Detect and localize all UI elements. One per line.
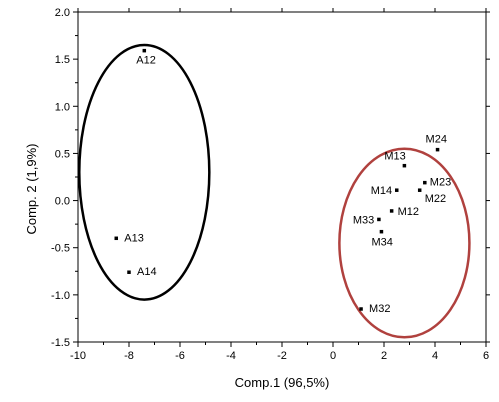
x-tick-label: -2 <box>277 350 287 362</box>
point-m24 <box>435 147 440 152</box>
point-m22 <box>417 188 422 192</box>
point-label-m24: M24 <box>426 134 447 146</box>
x-tick-label: 0 <box>330 350 336 362</box>
x-tick-label: 4 <box>432 350 438 362</box>
axes: -10 -8 -6 -4 -2 0 2 4 6 -1.5 -1.0 -0.5 0.0 0.5 1.0 1.5 2… <box>51 7 490 362</box>
y-tick-label: -1.0 <box>51 290 70 302</box>
point-a12 <box>142 48 147 53</box>
y-tick-label: 0.5 <box>55 148 70 160</box>
point-label-m32: M32 <box>369 303 390 315</box>
point-label-a14: A14 <box>137 266 157 278</box>
point-m13 <box>402 163 407 168</box>
y-tick-label: -1.5 <box>51 337 70 349</box>
point-label-m22: M22 <box>425 193 446 205</box>
x-tick-label: -10 <box>70 350 86 362</box>
y-axis-title: Comp. 2 (1,9%) <box>24 143 39 234</box>
x-tick-label: 2 <box>381 350 387 362</box>
point-m14 <box>395 188 399 192</box>
point-label-m14: M14 <box>371 185 392 197</box>
group-ellipses <box>78 43 471 339</box>
point-label-m13: M13 <box>384 151 405 163</box>
x-tick-label: -8 <box>124 350 134 362</box>
data-points: A12 A13 A14 M24 M13 M23 M14 M22 M12 M33 M34 M32 <box>114 48 451 315</box>
point-a13 <box>114 236 118 241</box>
point-label-a13: A13 <box>124 232 144 244</box>
point-m23 <box>423 180 427 185</box>
point-m33 <box>377 217 381 222</box>
group-ellipse-2 <box>338 147 471 339</box>
point-label-m12: M12 <box>398 206 419 218</box>
x-axis-title: Comp.1 (96,5%) <box>235 375 330 390</box>
x-tick-label: -4 <box>226 350 236 362</box>
y-tick-label: 0.0 <box>55 196 70 208</box>
point-label-m23: M23 <box>430 177 451 189</box>
point-label-m33: M33 <box>353 214 374 226</box>
point-m34 <box>379 229 384 234</box>
x-tick-label: 6 <box>483 350 489 362</box>
x-tick-label: -6 <box>175 350 185 362</box>
y-tick-label: -0.5 <box>51 243 70 255</box>
point-m32 <box>359 307 363 311</box>
point-label-a12: A12 <box>136 55 156 67</box>
y-tick-label: 1.5 <box>55 54 70 66</box>
point-label-m34: M34 <box>371 237 392 249</box>
group-ellipse-1 <box>78 43 211 301</box>
y-tick-label: 2.0 <box>55 7 70 19</box>
point-m12 <box>389 209 394 213</box>
y-tick-label: 1.0 <box>55 101 70 113</box>
point-a14 <box>127 270 131 274</box>
